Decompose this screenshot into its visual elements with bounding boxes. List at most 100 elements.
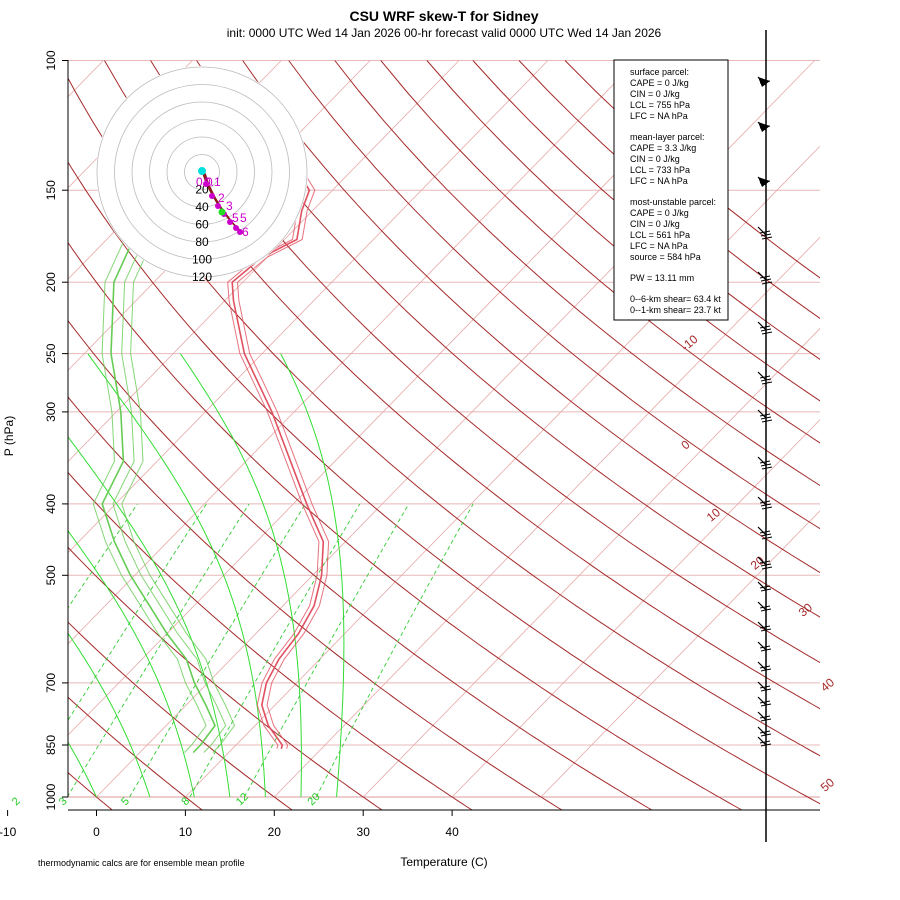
wind-barb-staff xyxy=(757,226,767,236)
wind-barb-feather xyxy=(759,625,771,629)
pressure-tick-label: 100 xyxy=(44,50,58,70)
wind-barb xyxy=(757,736,772,747)
wind-barb-staff xyxy=(757,601,767,611)
wind-barb-feather xyxy=(759,585,771,589)
hodograph-point xyxy=(209,193,215,199)
wind-barb xyxy=(757,496,773,510)
temperature-tick-label: 40 xyxy=(445,825,459,839)
moist-adiabat xyxy=(280,353,345,798)
wind-barb-staff xyxy=(757,581,767,591)
isotherm-line xyxy=(68,60,460,463)
wind-barb-staff xyxy=(757,621,767,631)
stat-surface-lfc: LFC = NA hPa xyxy=(630,111,688,121)
wind-barb xyxy=(757,556,773,570)
hodograph-point-label: 2 xyxy=(218,191,225,205)
dry-adiabat xyxy=(68,546,383,810)
isotherm-line xyxy=(68,60,549,554)
pressure-tick-label: 200 xyxy=(44,272,58,292)
wind-barb-feather xyxy=(760,563,772,567)
stat-mu-lfc: LFC = NA hPa xyxy=(630,241,688,251)
wind-barb xyxy=(757,696,772,707)
wind-barb-feather xyxy=(759,325,771,329)
pressure-tick-label: 400 xyxy=(44,494,58,514)
pressure-tick-label: 500 xyxy=(44,565,58,585)
wind-barb-staff xyxy=(757,409,767,419)
pressure-tick-label: 700 xyxy=(44,673,58,693)
wind-barb-feather xyxy=(761,419,773,423)
mixing-ratio-line xyxy=(68,503,207,722)
wind-barb xyxy=(757,711,772,722)
wind-barb xyxy=(757,226,773,240)
hodograph-ring-label: 100 xyxy=(192,253,212,267)
wind-barb-feather xyxy=(761,236,773,240)
wind-barb-staff xyxy=(757,526,767,536)
moist-adiabat xyxy=(68,741,97,798)
dry-adiabat xyxy=(242,60,820,574)
moist-adiabat xyxy=(179,353,302,797)
stat-mean-cin: CIN = 0 J/kg xyxy=(630,154,680,164)
stat-pw: PW = 13.11 mm xyxy=(630,273,694,283)
wind-barb-feather xyxy=(759,685,771,689)
wind-barb xyxy=(757,321,773,335)
wind-barb-feather xyxy=(760,278,772,282)
isotherm-line xyxy=(68,60,193,189)
stats-box-frame xyxy=(613,59,729,321)
moist-adiabat xyxy=(68,632,151,798)
dry-adiabat xyxy=(68,319,653,810)
isotherm-line xyxy=(362,327,820,798)
parcel-stats-box: surface parcel: CAPE = 0 J/kg CIN = 0 J/… xyxy=(613,59,729,321)
pressure-tick-label: 250 xyxy=(44,343,58,363)
stat-surface-lcl: LCL = 755 hPa xyxy=(630,100,690,110)
wind-barb-feather xyxy=(760,328,772,332)
hodograph-ring-label: 40 xyxy=(195,200,209,214)
dry-adiabat xyxy=(196,60,820,618)
wind-barb-feather xyxy=(760,233,772,237)
wind-barb-feather xyxy=(760,733,772,737)
pressure-tick-label: 150 xyxy=(44,180,58,200)
chart-title: CSU WRF skew-T for Sidney xyxy=(349,8,538,24)
hodograph-point xyxy=(203,181,209,187)
temperature-profile xyxy=(231,99,325,750)
mixing-ratio-line xyxy=(129,503,306,798)
temperature-profile xyxy=(236,99,330,749)
sounding-profiles xyxy=(92,99,330,754)
wind-barb-staff xyxy=(757,456,767,466)
wind-barb-feather xyxy=(760,588,772,592)
wind-barb-staff xyxy=(757,681,767,691)
wind-barb xyxy=(757,121,771,132)
dry-adiabat xyxy=(68,77,820,757)
stat-mu-lcl: LCL = 561 hPa xyxy=(630,230,690,240)
hodograph-ring xyxy=(149,119,255,225)
wind-barb-feather xyxy=(759,715,771,719)
wind-barb xyxy=(757,526,773,540)
wind-barbs xyxy=(757,76,773,747)
wind-barb xyxy=(757,621,772,632)
mixing-ratio-line xyxy=(315,503,474,798)
wind-barb-staff xyxy=(757,726,767,736)
x-axis-label: Temperature (C) xyxy=(400,855,487,869)
hodograph-point-label: 6 xyxy=(242,225,249,239)
stat-mean-lcl: LCL = 733 hPa xyxy=(630,165,690,175)
hodograph-ring-label: 60 xyxy=(195,218,209,232)
dewpoint-profile xyxy=(92,239,207,753)
wind-barb-feather xyxy=(759,275,771,279)
isotherm-line xyxy=(68,60,726,736)
hodograph-point xyxy=(233,225,239,231)
dry-adiabat xyxy=(104,60,820,710)
hodograph-point-label: 5 xyxy=(232,211,239,225)
wind-barb-feather xyxy=(760,503,772,507)
wind-barb-feather xyxy=(759,530,771,534)
wind-barb-staff xyxy=(757,556,767,566)
dry-adiabat xyxy=(150,60,820,664)
dewpoint-profile xyxy=(101,239,216,754)
hodograph-point-label: 5 xyxy=(240,211,247,225)
hodograph-ring xyxy=(114,84,290,260)
wind-barb-feather xyxy=(760,703,772,707)
stat-mu-cin: CIN = 0 J/kg xyxy=(630,219,680,229)
stat-surface-header: surface parcel: xyxy=(630,67,689,77)
wind-barb xyxy=(757,176,771,187)
dry-adiabat xyxy=(68,696,203,810)
isotherm-line xyxy=(274,236,820,798)
